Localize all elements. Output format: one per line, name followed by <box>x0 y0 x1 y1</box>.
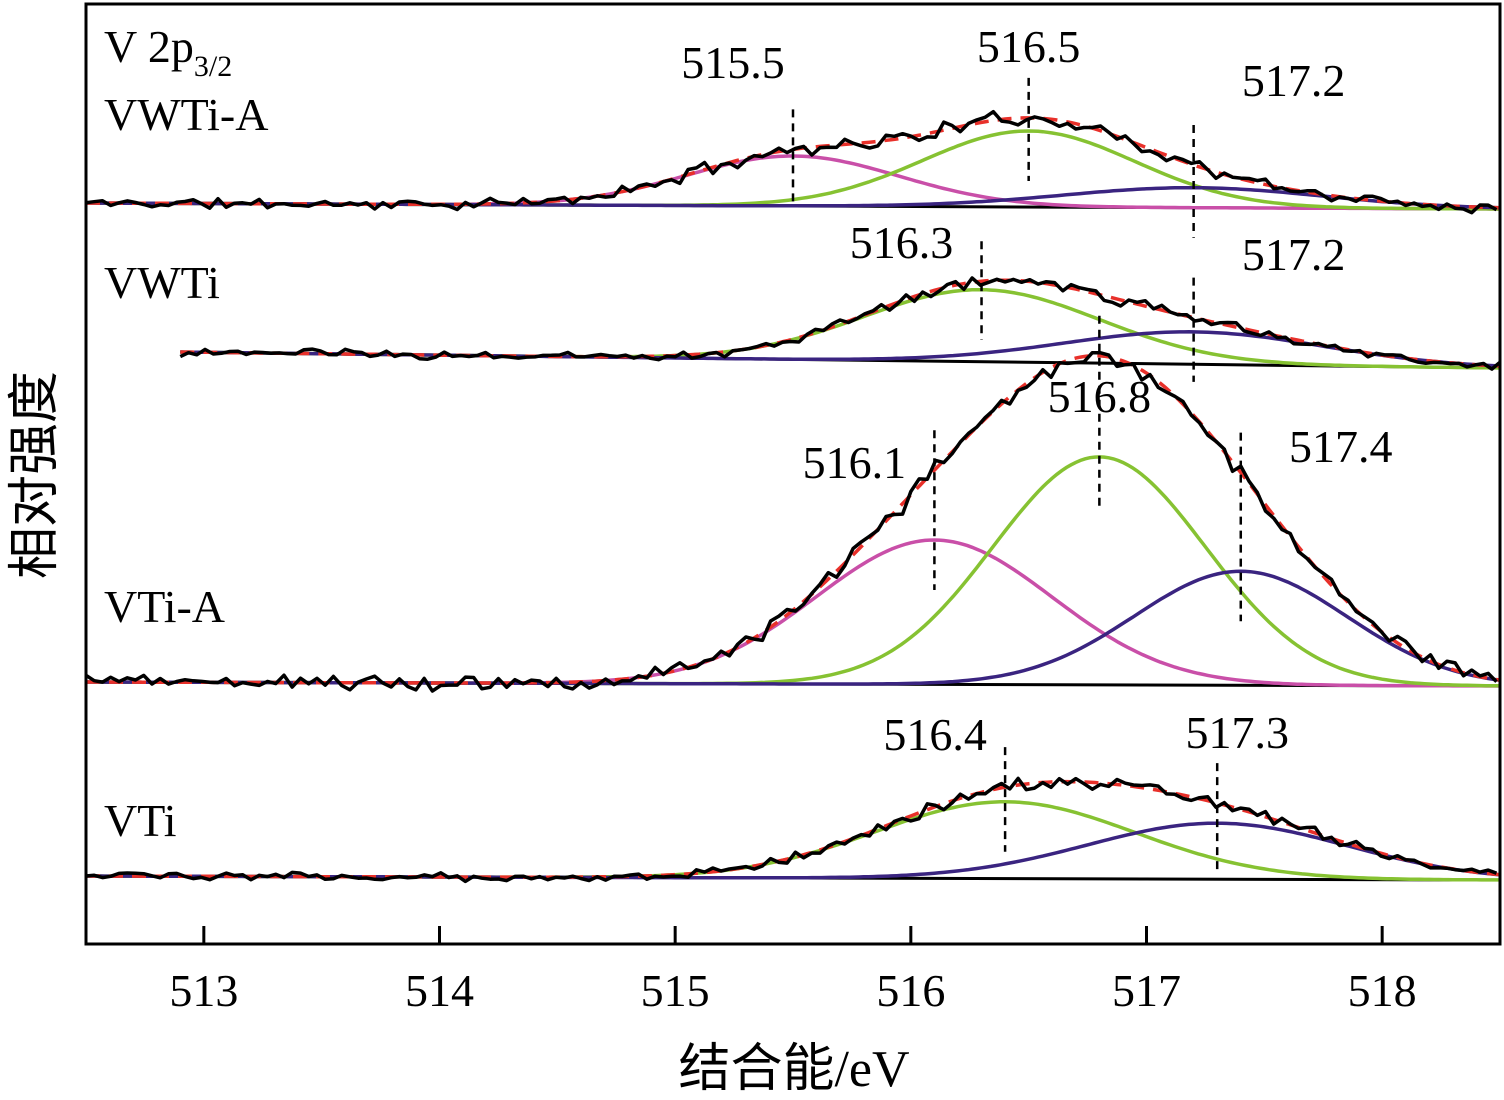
x-axis-ticks: 513 514 515 516 517 518 <box>169 926 1417 1016</box>
panel-vwti-a: 515.5 516.5 517.2 VWTi-A <box>85 21 1501 238</box>
raw-spectrum <box>85 776 1498 884</box>
component-peak-517.3 <box>86 821 1501 880</box>
x-tick-label-513: 513 <box>169 965 238 1016</box>
sample-name-vwti-a: VWTi-A <box>104 89 268 140</box>
x-tick-label-514: 514 <box>405 965 474 1016</box>
plot-frame <box>84 2 1502 946</box>
sample-name-vwti: VWTi <box>104 257 220 308</box>
component-peak-517.4 <box>86 569 1501 686</box>
component-peak-516.4 <box>86 800 1500 882</box>
peak-label-517.2: 517.2 <box>1242 229 1346 280</box>
panel-vti-a: 516.1 516.8 517.4 VTi-A <box>85 315 1501 693</box>
envelope-fit <box>86 353 1501 685</box>
y-axis-label: 相对强度 <box>7 371 64 579</box>
panels-layer: 515.5 516.5 517.2 VWTi-A 516.3 517.2 VWTi 516.1… <box>85 21 1502 884</box>
peak-label-516.3: 516.3 <box>850 217 954 268</box>
component-peak-516.8 <box>86 455 1500 688</box>
x-tick-label-516: 516 <box>876 965 945 1016</box>
peak-label-515.5: 515.5 <box>681 37 785 88</box>
chart-title-subscript: 3/2 <box>194 50 232 83</box>
x-tick-label-518: 518 <box>1348 965 1417 1016</box>
envelope-fit <box>180 278 1501 368</box>
peak-label-517.3: 517.3 <box>1185 707 1289 758</box>
chart-title-main: V 2p <box>104 21 194 72</box>
x-tick-label-517: 517 <box>1112 965 1181 1016</box>
raw-spectrum <box>85 109 1498 215</box>
sample-name-vti-a: VTi-A <box>104 581 225 632</box>
peak-label-517.4: 517.4 <box>1289 421 1393 472</box>
peak-label-516.8: 516.8 <box>1048 371 1152 422</box>
x-tick-label-515: 515 <box>641 965 710 1016</box>
chart-title: V 2p3/2 <box>104 21 232 83</box>
x-axis-label: 结合能/eV <box>678 1041 909 1098</box>
component-peak-517.2 <box>180 330 1501 368</box>
peak-label-516.1: 516.1 <box>803 437 907 488</box>
panel-vwti: 516.3 517.2 VWTi <box>104 217 1502 382</box>
peak-label-516.4: 516.4 <box>883 709 987 760</box>
component-peak-516.1 <box>86 538 1500 688</box>
peak-label-517.2: 517.2 <box>1242 55 1346 106</box>
sample-name-vti: VTi <box>104 795 176 846</box>
panel-vti: 516.4 517.3 VTi <box>85 707 1501 884</box>
raw-spectrum <box>85 350 1498 693</box>
peak-label-516.5: 516.5 <box>977 21 1081 72</box>
raw-spectrum <box>179 276 1502 371</box>
